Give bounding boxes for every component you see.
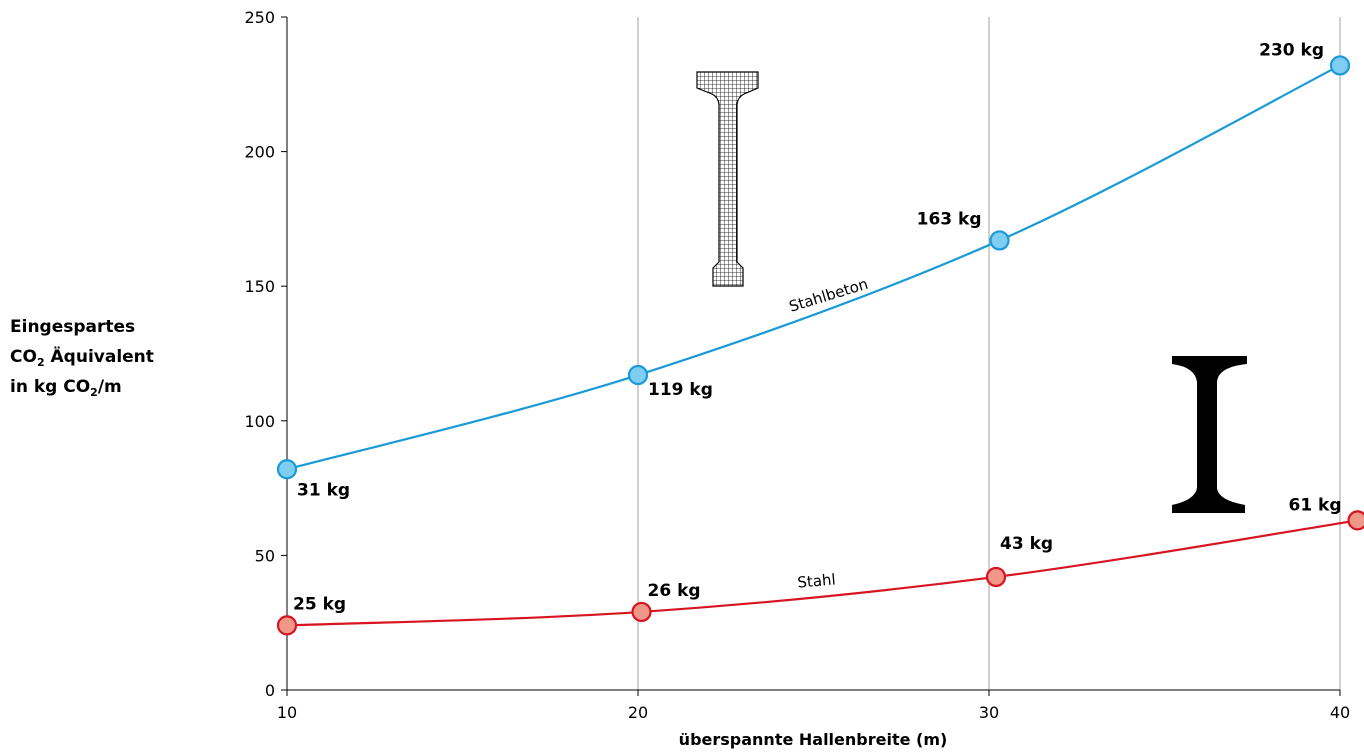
data-label-stahl: 25 kg [293, 594, 346, 614]
data-point-stahlbeton [1329, 55, 1351, 76]
data-point-stahlbeton [276, 459, 298, 480]
y-tick-label: 50 [255, 546, 275, 565]
x-axis-label: überspannte Hallenbreite (m) [679, 730, 948, 749]
y-tick-label: 100 [244, 412, 275, 431]
y-axis-label: Eingespartes CO2 Äquivalent in kg CO2/m [10, 312, 154, 402]
y-tick-label: 0 [265, 681, 275, 700]
y-label-line1: Eingespartes [10, 317, 136, 337]
data-label-stahl: 26 kg [648, 581, 701, 601]
series-name-stahl: Stahl [797, 570, 837, 591]
data-point-stahl [985, 566, 1007, 588]
data-label-stahlbeton: 31 kg [297, 480, 350, 500]
series-line-stahl [286, 519, 1358, 627]
data-label-stahl: 43 kg [1000, 534, 1053, 554]
data-label-stahl: 61 kg [1288, 495, 1341, 515]
series-line-stahlbeton [286, 64, 1341, 471]
data-point-stahl [276, 615, 298, 636]
y-tick-label: 250 [244, 8, 275, 27]
data-point-stahlbeton [989, 230, 1010, 251]
y-label-line3: in kg CO2/m [10, 377, 122, 399]
data-label-stahlbeton: 119 kg [648, 380, 713, 400]
y-label-line2: CO2 Äquivalent [10, 347, 154, 369]
x-tick-label: 10 [277, 703, 297, 722]
concrete-t-beam-icon [696, 71, 759, 287]
data-point-stahl [1347, 510, 1364, 531]
data-label-stahlbeton: 230 kg [1259, 40, 1324, 60]
steel-i-beam-icon [1172, 356, 1247, 513]
data-point-stahlbeton [627, 364, 649, 386]
x-tick-label: 30 [979, 703, 999, 722]
x-tick-label: 40 [1330, 703, 1350, 722]
data-label-stahlbeton: 163 kg [917, 209, 982, 229]
y-tick-label: 200 [244, 143, 275, 162]
y-tick-label: 150 [244, 277, 275, 296]
data-point-stahl [631, 601, 652, 623]
x-tick-label: 20 [628, 703, 648, 722]
